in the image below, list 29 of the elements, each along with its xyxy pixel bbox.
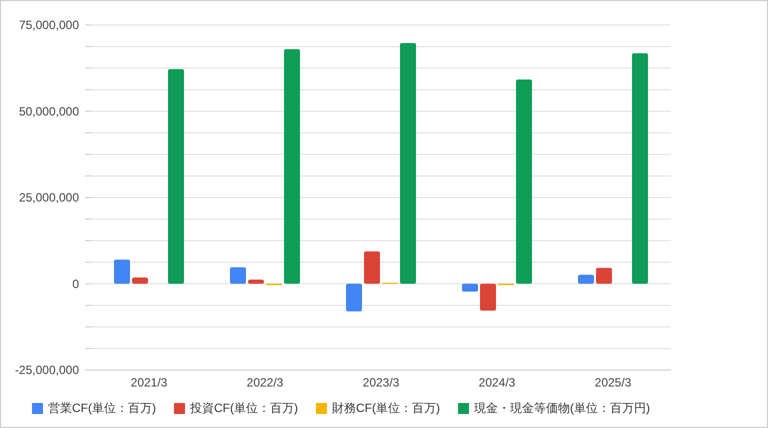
bar bbox=[248, 280, 264, 284]
x-tick-label: 2021/3 bbox=[130, 376, 168, 390]
x-tick-label: 2022/3 bbox=[246, 376, 284, 390]
y-tick-label: 50,000,000 bbox=[18, 104, 80, 118]
y-tick-label: 25,000,000 bbox=[18, 190, 80, 204]
x-tick-label: 2024/3 bbox=[478, 376, 516, 390]
x-tick-label: 2023/3 bbox=[362, 376, 400, 390]
bar bbox=[114, 260, 130, 284]
bar bbox=[516, 80, 532, 284]
bar bbox=[596, 268, 612, 284]
bar bbox=[230, 267, 246, 284]
bar bbox=[346, 284, 362, 312]
bar bbox=[364, 251, 380, 284]
bar bbox=[400, 42, 416, 284]
bar bbox=[480, 284, 496, 311]
bar bbox=[578, 274, 594, 284]
x-tick-label: 2025/3 bbox=[594, 376, 632, 390]
bar bbox=[284, 49, 300, 284]
y-tick-label: 0 bbox=[72, 276, 80, 291]
bar bbox=[462, 284, 478, 292]
bar bbox=[132, 278, 148, 284]
legend-label: 投資CF(単位：百万) bbox=[190, 400, 298, 417]
legend-label: 現金・現金等価物(単位：百万円) bbox=[474, 400, 650, 417]
legend-label: 財務CF(単位：百万) bbox=[332, 400, 440, 417]
y-tick-label: -25,000,000 bbox=[14, 363, 80, 377]
y-tick-label: 75,000,000 bbox=[18, 18, 80, 32]
bar bbox=[632, 53, 648, 284]
legend-label: 営業CF(単位：百万) bbox=[48, 400, 156, 417]
bar bbox=[168, 69, 184, 284]
